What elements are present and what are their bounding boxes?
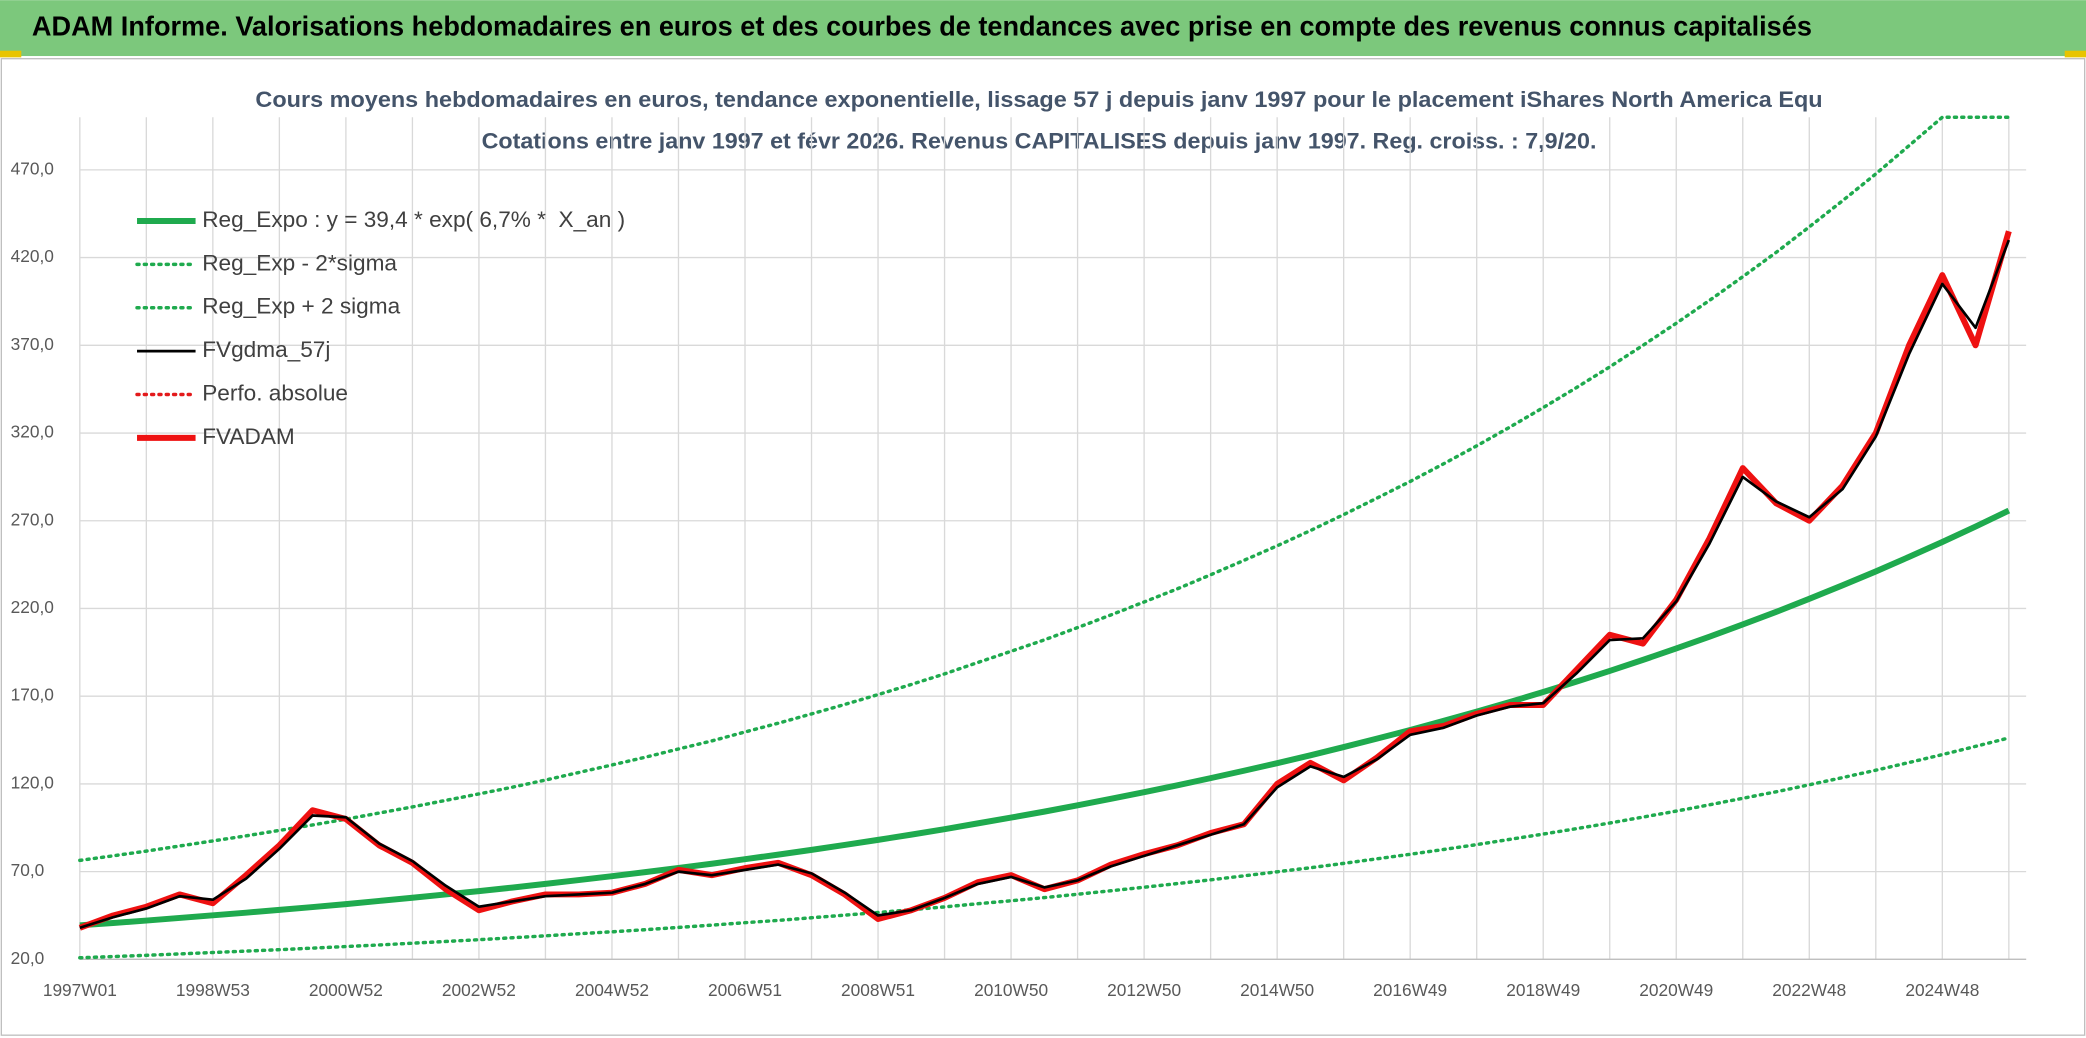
- corner-mark: [0, 50, 22, 58]
- chart-title: ADAM Informe. Valorisations hebdomadaire…: [32, 10, 1812, 41]
- x-tick-label: 2024W48: [1905, 980, 1979, 1000]
- x-tick-label: 2008W51: [841, 980, 915, 1000]
- x-tick-label: 2002W52: [442, 980, 516, 1000]
- legend-label: Perfo. absolue: [202, 380, 348, 405]
- y-tick-label: 70,0: [11, 860, 45, 880]
- series-line: [79, 507, 2011, 929]
- legend-label: Reg_Expo : y = 39,4 * exp( 6,7% * X_an ): [202, 207, 625, 232]
- y-tick-label: 320,0: [11, 422, 54, 442]
- x-tick-label: 2016W49: [1373, 980, 1447, 1000]
- legend-label: Reg_Exp + 2 sigma: [202, 294, 400, 319]
- y-tick-label: 220,0: [11, 597, 54, 617]
- grid: [79, 117, 2027, 961]
- x-tick-label: 2018W49: [1506, 980, 1580, 1000]
- x-tick-label: 2012W50: [1107, 980, 1181, 1000]
- x-tick-label: 2006W51: [708, 980, 782, 1000]
- y-tick-label: 170,0: [11, 685, 54, 705]
- legend-label: Reg_Exp - 2*sigma: [202, 250, 397, 275]
- series-line: [79, 239, 2011, 930]
- plot-area: [78, 115, 2012, 960]
- x-tick-label: 2004W52: [575, 980, 649, 1000]
- y-tick-label: 470,0: [11, 158, 54, 178]
- x-tick-label: 2010W50: [974, 980, 1048, 1000]
- legend-label: FVADAM: [202, 424, 295, 449]
- x-tick-label: 2014W50: [1240, 980, 1314, 1000]
- x-tick-label: 1998W53: [176, 980, 250, 1000]
- series-line: [78, 115, 2011, 863]
- x-tick-label: 2022W48: [1772, 980, 1846, 1000]
- y-tick-label: 270,0: [11, 509, 54, 529]
- y-tick-label: 420,0: [11, 246, 54, 266]
- legend-label: FVgdma_57j: [202, 337, 330, 362]
- y-tick-label: 370,0: [11, 334, 54, 354]
- series-line: [78, 230, 2012, 931]
- labels: 20,0 70,0 120,0 170,0 220,0 270,0 320,0 370,0 42…: [11, 158, 1980, 999]
- chart-subtitle: Cours moyens hebdomadaires en euros, ten…: [255, 87, 1822, 112]
- title-bar: [0, 0, 2086, 57]
- y-tick-label: 120,0: [11, 772, 54, 792]
- x-tick-label: 2020W49: [1639, 980, 1713, 1000]
- x-tick-label: 1997W01: [43, 980, 117, 1000]
- chart-subtitle: Cotations entre janv 1997 et févr 2026. …: [482, 128, 1597, 153]
- corner-mark: [2064, 50, 2086, 58]
- x-tick-label: 2000W52: [309, 980, 383, 1000]
- chart-border: [0, 58, 2086, 1036]
- y-tick-label: 20,0: [11, 948, 45, 968]
- series-line: [78, 736, 2011, 960]
